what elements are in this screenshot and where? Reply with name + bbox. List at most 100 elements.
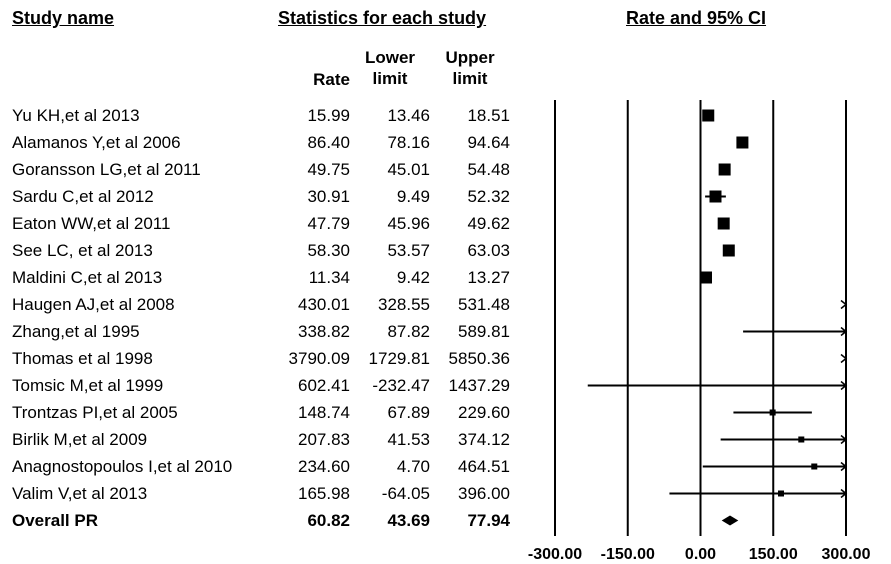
upper-limit-value: 5850.36 [448, 349, 510, 368]
upper-limit-value: 13.27 [467, 268, 510, 287]
upper-limit-value: 94.64 [467, 133, 510, 152]
lower-limit-value: 328.55 [378, 295, 430, 314]
study-name: Yu KH,et al 2013 [12, 106, 140, 125]
study-row: Eaton WW,et al 2011 47.79 45.96 49.62 [0, 210, 540, 237]
lower-limit-value: 87.82 [387, 322, 430, 341]
rate-marker [778, 490, 785, 497]
upper-limit-value: 77.94 [467, 511, 510, 530]
rate-marker [798, 436, 805, 443]
rate-value: 207.83 [298, 430, 350, 449]
study-name: Eaton WW,et al 2011 [12, 214, 171, 233]
rate-marker [769, 409, 776, 416]
upper-limit-value: 531.48 [458, 295, 510, 314]
rate-marker [709, 190, 722, 203]
x-tick-label: 300.00 [822, 546, 871, 563]
rate-value: 86.40 [307, 133, 350, 152]
upper-limit-value: 63.03 [467, 241, 510, 260]
x-tick-label: -300.00 [528, 546, 582, 563]
ci-arrow [840, 326, 848, 337]
ci-arrow [840, 461, 848, 472]
ci-arrow [840, 380, 848, 391]
rate-value: 47.79 [307, 214, 350, 233]
lower-limit-value: 41.53 [387, 430, 430, 449]
rate-marker [718, 163, 731, 176]
study-row: Thomas et al 1998 3790.09 1729.81 5850.36 [0, 345, 540, 372]
upper-limit-value: 18.51 [467, 106, 510, 125]
study-name: Birlik M,et al 2009 [12, 430, 148, 449]
study-row: Maldini C,et al 2013 11.34 9.42 13.27 [0, 264, 540, 291]
study-name: Anagnostopoulos I,et al 2010 [12, 457, 233, 476]
study-name: Sardu C,et al 2012 [12, 187, 154, 206]
upper-limit-value: 229.60 [458, 403, 510, 422]
rate-marker [699, 271, 712, 284]
x-tick-label: 0.00 [685, 546, 716, 563]
study-name: Trontzas PI,et al 2005 [12, 403, 178, 422]
study-row: Tomsic M,et al 1999 602.41 -232.47 1437.29 [0, 372, 540, 399]
upper-limit-value: 54.48 [467, 160, 510, 179]
upper-limit-value: 589.81 [458, 322, 510, 341]
study-row: Trontzas PI,et al 2005 148.74 67.89 229.60 [0, 399, 540, 426]
upper-limit-value: 396.00 [458, 484, 510, 503]
study-name-header: Study name [12, 8, 115, 28]
rate-value: 148.74 [298, 403, 350, 422]
rate-value: 11.34 [308, 268, 350, 287]
rate-value: 30.91 [307, 187, 350, 206]
upper-limit-value: 374.12 [458, 430, 510, 449]
study-name: Haugen AJ,et al 2008 [12, 295, 175, 314]
overall-diamond [721, 515, 739, 526]
study-name: Thomas et al 1998 [12, 349, 153, 368]
upper-limit-value: 464.51 [458, 457, 510, 476]
upper-limit-value: 52.32 [467, 187, 510, 206]
rate-value: 58.30 [307, 241, 350, 260]
rate-value: 234.60 [298, 457, 350, 476]
study-row: Valim V,et al 2013 165.98 -64.05 396.00 [0, 480, 540, 507]
lower-limit-value: 9.42 [396, 268, 430, 287]
upper-limit-value: 49.62 [467, 214, 510, 233]
rate-marker [736, 136, 749, 149]
rate-value: 602.41 [298, 376, 350, 395]
x-tick-label: -150.00 [601, 546, 655, 563]
rate-value: 3790.09 [288, 349, 350, 368]
study-name: Zhang,et al 1995 [12, 322, 140, 341]
ci-arrow [840, 434, 848, 445]
rate-value: 338.82 [298, 322, 350, 341]
study-name: Valim V,et al 2013 [12, 484, 148, 503]
x-tick-label: 150.00 [749, 546, 798, 563]
rate-value: 49.75 [307, 160, 350, 179]
lower-limit-value: 45.01 [387, 160, 430, 179]
lower-limit-value: 53.57 [387, 241, 430, 260]
upper-limit-column-header: Upper limit [445, 48, 495, 88]
rate-marker [717, 217, 730, 230]
study-name: See LC, et al 2013 [12, 241, 153, 260]
rate-marker [722, 244, 735, 257]
rate-value: 165.98 [298, 484, 350, 503]
lower-limit-value: 43.69 [387, 511, 430, 530]
lower-limit-value: 67.89 [387, 403, 430, 422]
study-row: Goransson LG,et al 2011 49.75 45.01 54.48 [0, 156, 540, 183]
rate-value: 60.82 [307, 511, 350, 530]
study-row: Zhang,et al 1995 338.82 87.82 589.81 [0, 318, 540, 345]
rate-value: 15.99 [307, 106, 350, 125]
study-row: See LC, et al 2013 58.30 53.57 63.03 [0, 237, 540, 264]
overall-row: Overall PR 60.82 43.69 77.94 [0, 507, 540, 534]
ci-arrow [840, 299, 848, 310]
study-row: Haugen AJ,et al 2008 430.01 328.55 531.48 [0, 291, 540, 318]
lower-limit-value: 13.46 [387, 106, 430, 125]
study-name: Maldini C,et al 2013 [12, 268, 163, 287]
plot-title: Rate and 95% CI [626, 8, 767, 28]
lower-limit-value: 45.96 [387, 214, 430, 233]
rate-marker [811, 463, 818, 470]
lower-limit-value: 78.16 [387, 133, 430, 152]
ci-arrow [840, 353, 848, 364]
study-name: Overall PR [12, 511, 98, 530]
lower-limit-column-header: Lower limit [364, 48, 416, 88]
statistics-header: Statistics for each study [278, 8, 487, 28]
study-row: Birlik M,et al 2009 207.83 41.53 374.12 [0, 426, 540, 453]
study-name: Tomsic M,et al 1999 [12, 376, 164, 395]
study-row: Alamanos Y,et al 2006 86.40 78.16 94.64 [0, 129, 540, 156]
rate-marker [702, 109, 715, 122]
lower-limit-value: 9.49 [396, 187, 430, 206]
ci-arrow [840, 488, 848, 499]
study-row: Anagnostopoulos I,et al 2010 234.60 4.70 46… [0, 453, 540, 480]
